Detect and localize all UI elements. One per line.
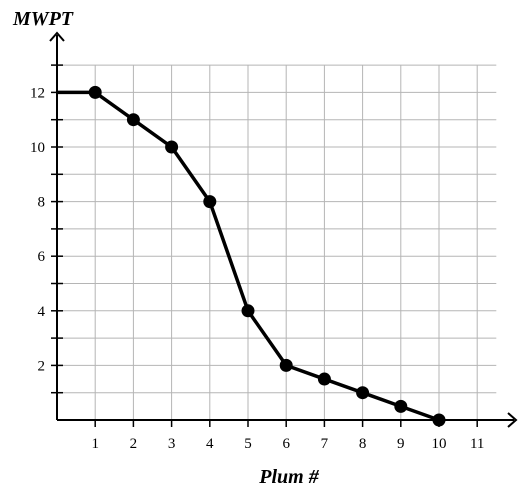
x-tick-label: 6 bbox=[282, 436, 290, 452]
data-point bbox=[279, 358, 293, 372]
data-point bbox=[394, 399, 408, 413]
x-tick-label: 3 bbox=[168, 436, 176, 452]
y-tick-label: 4 bbox=[38, 304, 46, 320]
data-point bbox=[432, 413, 446, 427]
x-axis-title: Plum # bbox=[258, 466, 319, 487]
data-point bbox=[356, 386, 370, 400]
x-tick-label: 4 bbox=[206, 436, 214, 452]
x-tick-label: 8 bbox=[359, 436, 367, 452]
x-tick-label: 9 bbox=[397, 436, 405, 452]
x-tick-label: 7 bbox=[321, 436, 329, 452]
data-point bbox=[241, 304, 255, 318]
y-axis-title: MWPT bbox=[12, 8, 74, 30]
data-point bbox=[165, 140, 179, 154]
x-axis-ticks: 1 2 3 4 5 6 7 8 9 10 11 bbox=[91, 420, 484, 452]
data-point bbox=[203, 195, 217, 209]
data-point bbox=[126, 113, 140, 127]
x-tick-label: 2 bbox=[130, 436, 138, 452]
y-tick-label: 8 bbox=[38, 195, 46, 211]
y-axis-arrow bbox=[49, 31, 65, 42]
series bbox=[57, 85, 446, 427]
y-axis-ticks: 2 4 6 8 10 12 bbox=[30, 64, 63, 394]
y-tick-label: 10 bbox=[30, 140, 45, 156]
x-tick-label: 1 bbox=[91, 436, 99, 452]
x-tick-label: 11 bbox=[470, 436, 484, 452]
x-axis-arrow bbox=[507, 412, 518, 428]
x-tick-label: 10 bbox=[432, 436, 447, 452]
y-tick-label: 6 bbox=[38, 249, 46, 265]
data-point bbox=[88, 85, 102, 99]
grid bbox=[57, 64, 497, 420]
x-tick-label: 5 bbox=[244, 436, 252, 452]
data-point bbox=[317, 372, 331, 386]
y-tick-label: 2 bbox=[38, 358, 46, 374]
y-tick-label: 12 bbox=[30, 85, 45, 101]
